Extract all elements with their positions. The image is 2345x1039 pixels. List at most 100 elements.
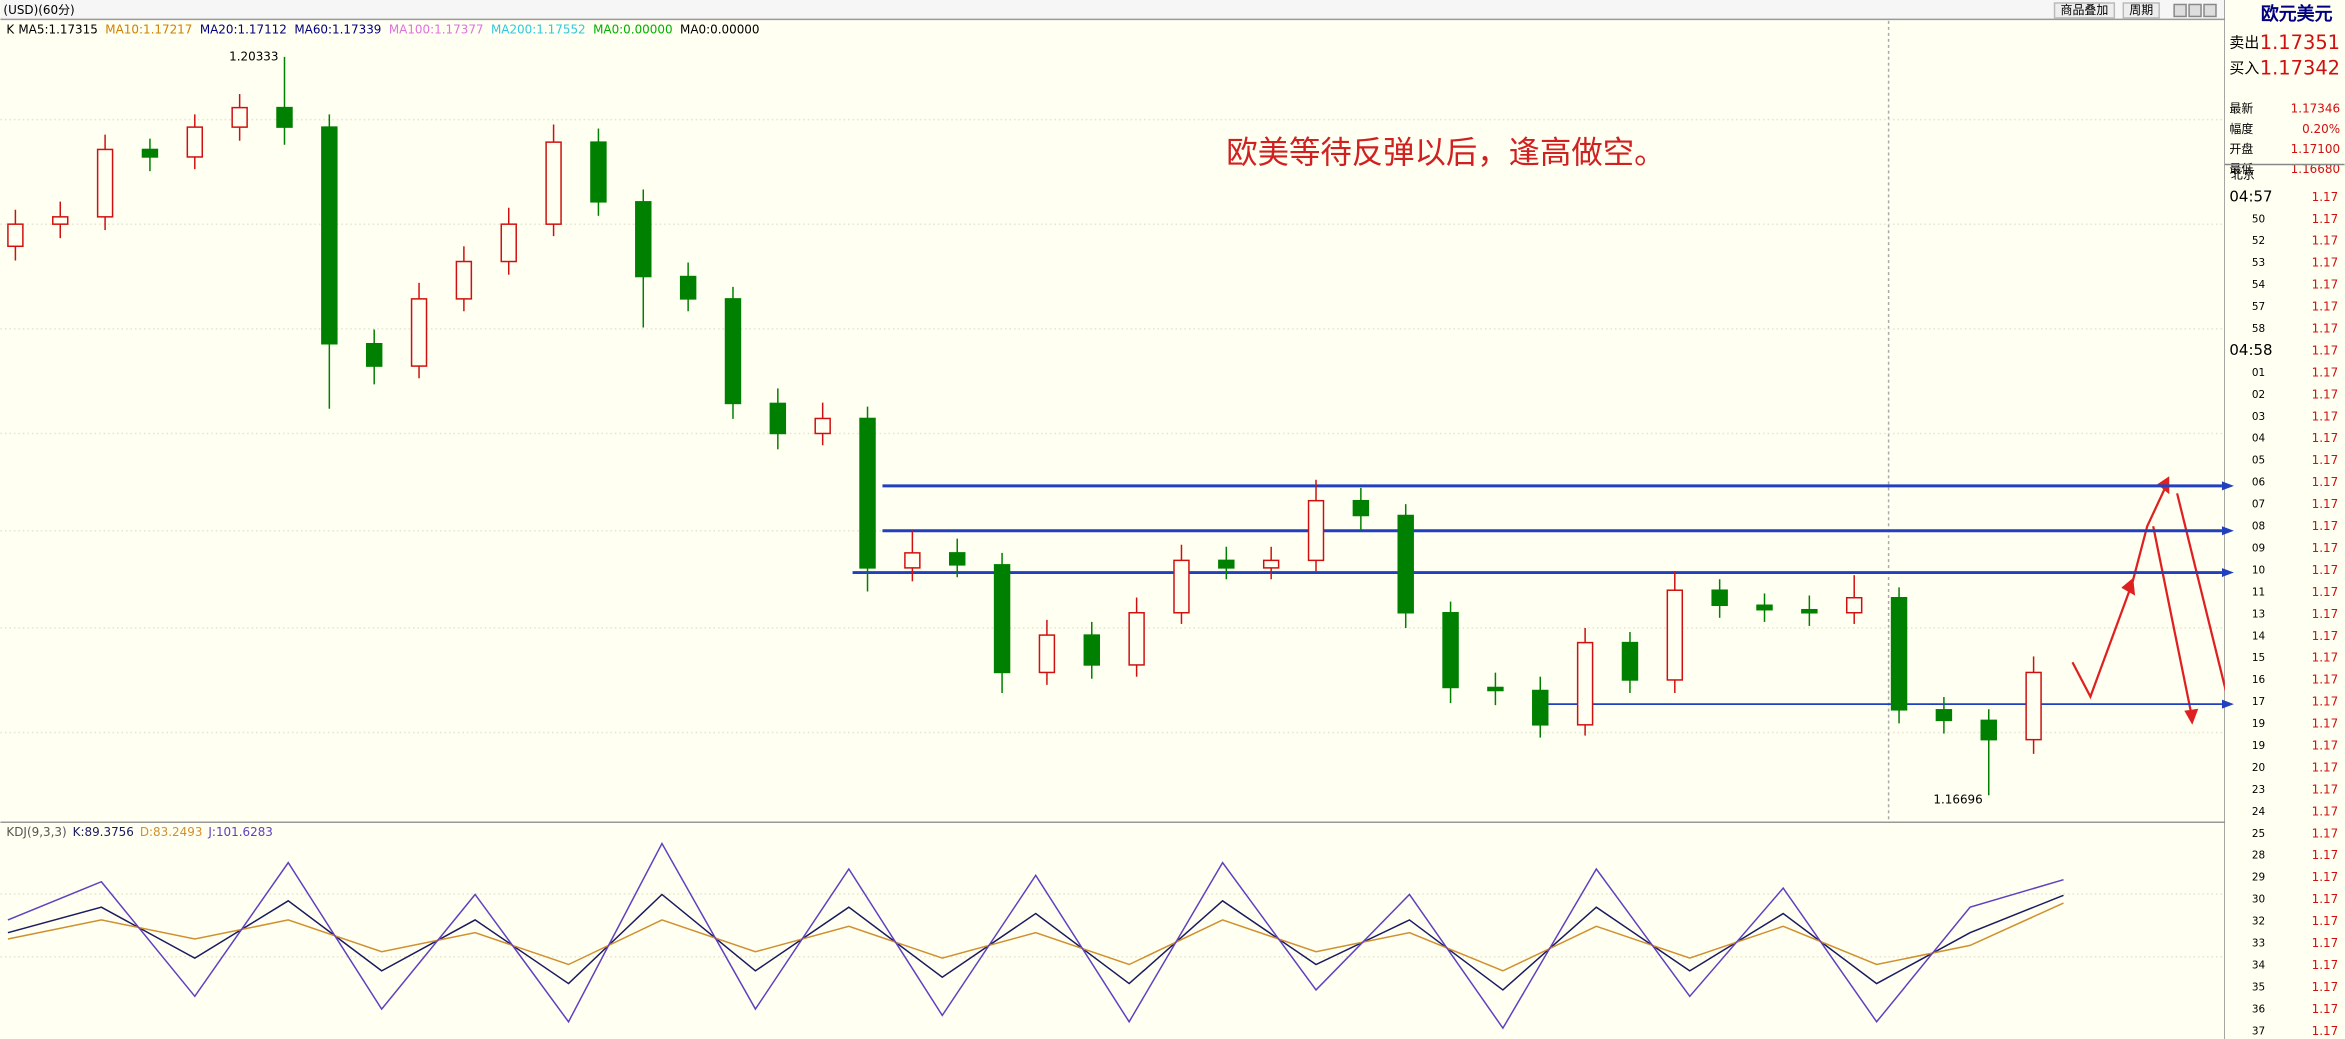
tick-price: 1.17 [2312, 629, 2339, 643]
candle-body [1576, 641, 1594, 726]
tick-price: 1.17 [2312, 256, 2339, 270]
candle-body [859, 417, 876, 569]
tick-time: 30 [2252, 894, 2265, 906]
quote-label: 幅度 [2229, 121, 2253, 136]
candle-body [635, 201, 652, 278]
tick-price: 1.17 [2312, 475, 2339, 489]
tick-price: 1.17 [2312, 365, 2339, 379]
tick-price: 1.17 [2312, 563, 2339, 577]
symbol: (USD)(60分) [3, 3, 74, 17]
tick-time: 19 [2252, 718, 2265, 730]
candle-body [186, 126, 204, 158]
quote-value: 1.16680 [2291, 162, 2340, 176]
tick-price: 1.17 [2312, 300, 2339, 314]
kdj-line [7, 893, 2064, 991]
tick-time: 28 [2252, 850, 2265, 862]
tick-time: 03 [2252, 411, 2265, 423]
candle-body [1083, 634, 1100, 666]
tick-price: 1.17 [2312, 322, 2339, 336]
candle-body [96, 148, 114, 218]
tick-price: 1.17 [2312, 541, 2339, 555]
period-button[interactable] [2122, 2, 2160, 19]
tick-time: 02 [2252, 389, 2265, 401]
tick-time: 07 [2252, 499, 2265, 511]
quote-panel [2224, 0, 2345, 1039]
candle-body [724, 298, 742, 405]
candle-body [1801, 608, 1818, 614]
tick-price: 1.17 [2312, 717, 2339, 731]
overlay-label[interactable]: 商品叠加 [2061, 2, 2109, 17]
level-arrow [2221, 568, 2234, 578]
candle-body [1666, 589, 1684, 681]
tick-price: 1.17 [2312, 607, 2339, 621]
candle-body [1038, 634, 1056, 674]
tick-time: 08 [2252, 521, 2265, 533]
tick-price: 1.17 [2312, 234, 2339, 248]
tick-price: 1.17 [2312, 980, 2339, 994]
level-arrow [2221, 526, 2234, 536]
tick-time: 33 [2252, 938, 2265, 950]
chart-label: K [6, 22, 15, 36]
quote-label: 卖出 [2229, 33, 2259, 51]
candle-body [1711, 589, 1728, 606]
level-arrow [2221, 699, 2234, 709]
tick-time: 58 [2252, 323, 2265, 335]
candle-body [1980, 719, 1997, 741]
tick-time: 15 [2252, 652, 2265, 664]
candle-body [1442, 612, 1459, 689]
legend-entry: K:89.3756 [73, 825, 134, 839]
tick-time: 16 [2252, 674, 2265, 686]
candle-body [52, 216, 69, 225]
candle-body [1397, 514, 1414, 614]
tick-time: 54 [2252, 279, 2266, 291]
tick-price: 1.17 [2312, 914, 2339, 928]
tick-time: 35 [2252, 981, 2265, 993]
candle-body [1532, 689, 1549, 726]
tick-price: 1.17 [2312, 212, 2339, 226]
legend-entry: MA0:0.00000 [593, 22, 672, 36]
toolbar [0, 0, 2225, 20]
tick-time: 09 [2252, 542, 2265, 554]
candle-body [1173, 559, 1190, 614]
level-arrow [2221, 481, 2234, 491]
quote-label: 最低 [2229, 162, 2253, 176]
candle-body [455, 260, 473, 300]
tick-price: 1.17 [2312, 892, 2339, 906]
tick-price: 1.17 [2312, 673, 2339, 687]
quote-value: 1.17351 [2260, 31, 2340, 54]
tick-price: 1.17 [2312, 848, 2339, 862]
tick-time: 29 [2252, 872, 2265, 884]
candle-body [949, 552, 966, 566]
annotation: 欧美等待反弹以后，逢高做空。 [1226, 135, 1665, 171]
kdj-line [7, 841, 2064, 1030]
candle-body [1352, 499, 1370, 517]
candle-body [769, 402, 787, 435]
tick-time: 20 [2252, 762, 2265, 774]
quote-value: 1.17342 [2260, 56, 2340, 79]
tick-time: 23 [2252, 784, 2265, 796]
quote-value: 0.20% [2302, 122, 2340, 136]
quote-value: 1.17100 [2291, 142, 2340, 156]
tick-time: 06 [2252, 477, 2265, 489]
tick-time: 04:58 [2229, 341, 2272, 359]
tick-time: 14 [2252, 630, 2266, 642]
candle-body [814, 417, 831, 435]
tick-time: 25 [2252, 828, 2265, 840]
tick-price: 1.17 [2312, 409, 2339, 423]
candle-body [1756, 604, 1773, 611]
time-header: 北京 [2231, 167, 2255, 181]
window-buttons [2173, 3, 2217, 18]
legend-entry: MA60:1.17339 [294, 22, 381, 36]
candle-body [7, 223, 24, 248]
tick-time: 05 [2252, 455, 2265, 467]
tick-time: 34 [2252, 959, 2266, 971]
candle-body [1218, 559, 1235, 569]
period-label[interactable]: 周期 [2129, 3, 2153, 17]
overlay-button[interactable] [2053, 2, 2116, 19]
quote-value: 1.17346 [2291, 102, 2340, 116]
tick-price: 1.17 [2312, 519, 2339, 533]
tick-price: 1.17 [2312, 826, 2339, 840]
legend-entry: MA20:1.17112 [200, 22, 287, 36]
tick-price: 1.17 [2312, 936, 2339, 950]
tick-price: 1.17 [2312, 278, 2339, 292]
